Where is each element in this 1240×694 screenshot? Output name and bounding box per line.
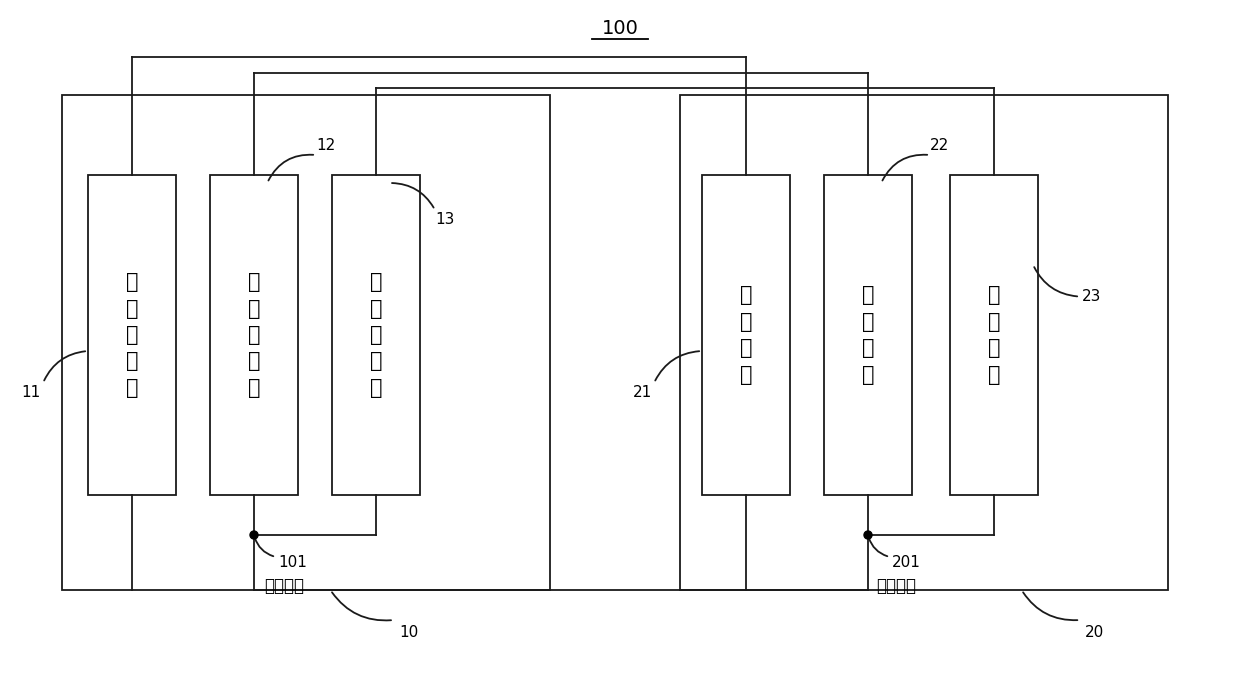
Text: 10: 10: [399, 625, 418, 640]
Bar: [88, 175, 176, 495]
Text: 11: 11: [22, 385, 41, 400]
Bar: [950, 175, 1038, 495]
Bar: [210, 175, 298, 495]
Bar: [702, 175, 790, 495]
Text: 第
二
桥
臂: 第 二 桥 臂: [862, 285, 874, 384]
Circle shape: [250, 531, 258, 539]
Text: 101: 101: [278, 555, 306, 570]
Text: 201: 201: [892, 555, 921, 570]
Bar: [825, 175, 911, 495]
Text: 第
三
电
池
组: 第 三 电 池 组: [370, 272, 382, 398]
Text: 供电单元: 供电单元: [264, 577, 304, 595]
Text: 100: 100: [601, 19, 639, 37]
Text: 第
一
电
池
组: 第 一 电 池 组: [125, 272, 138, 398]
Text: 第
二
电
池
组: 第 二 电 池 组: [248, 272, 260, 398]
Bar: [332, 175, 420, 495]
Text: 12: 12: [316, 138, 335, 153]
Text: 23: 23: [1083, 289, 1101, 304]
Text: 20: 20: [1085, 625, 1105, 640]
Text: 第
一
桥
臂: 第 一 桥 臂: [740, 285, 753, 384]
Circle shape: [864, 531, 872, 539]
Text: 13: 13: [435, 212, 454, 227]
Text: 22: 22: [930, 138, 950, 153]
Bar: [62, 95, 551, 590]
Text: 逆变电路: 逆变电路: [875, 577, 916, 595]
Text: 第
三
桥
臂: 第 三 桥 臂: [988, 285, 1001, 384]
Text: 21: 21: [632, 385, 652, 400]
Bar: [680, 95, 1168, 590]
